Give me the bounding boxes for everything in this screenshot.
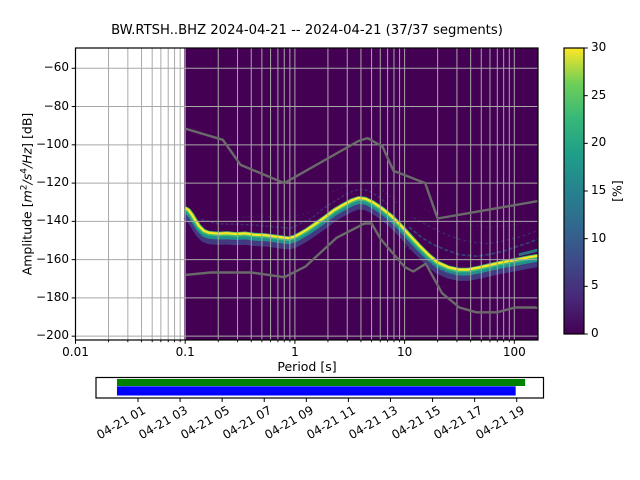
x-tick-label: 0.1 bbox=[175, 345, 195, 359]
ppsd-band-teal bbox=[184, 199, 539, 276]
nhnm-curve bbox=[184, 127, 539, 220]
colorbar-tick-label: 15 bbox=[591, 183, 607, 197]
x-axis-label: Period [s] bbox=[277, 359, 337, 374]
y-tick-label: −80 bbox=[43, 98, 69, 113]
plot-frame bbox=[74, 47, 539, 341]
x-tick-label: 100 bbox=[502, 345, 526, 359]
colorbar-tick-label: 30 bbox=[591, 40, 607, 54]
nlnm-curve bbox=[185, 222, 539, 314]
y-tick-label: −180 bbox=[36, 289, 69, 304]
colorbar-tick-label: 10 bbox=[591, 230, 607, 245]
colorbar-tick-label: 5 bbox=[591, 278, 599, 293]
y-tick-label: −100 bbox=[36, 136, 69, 151]
colorbar-tick-label: 25 bbox=[591, 87, 607, 102]
y-tick-label: −120 bbox=[36, 175, 69, 190]
x-tick-label: 1 bbox=[291, 345, 299, 359]
y-tick-label: −60 bbox=[43, 60, 69, 75]
ppsd-spread-fan-blue-outer bbox=[423, 208, 539, 229]
colorbar-tick-label: 0 bbox=[591, 326, 599, 340]
y-tick-label: −140 bbox=[36, 213, 69, 228]
ylabel-math-m: m bbox=[19, 190, 35, 203]
ylabel-math-hz: /Hz bbox=[19, 147, 35, 168]
ppsd-band-halo-blue bbox=[183, 202, 539, 281]
ppsd-spread-fan-teal-long-period bbox=[408, 226, 539, 258]
colorbar-tick-label: 20 bbox=[591, 135, 607, 150]
ppsd-spread-upper-fringe-short-period bbox=[200, 188, 389, 230]
ppsd-band-mode-yellow bbox=[184, 196, 539, 271]
ppsd-spread-fan-blue-mid bbox=[412, 216, 539, 245]
plot-title: BW.RTSH..BHZ 2024-04-21 -- 2024-04-21 (3… bbox=[111, 23, 503, 38]
ylabel-exp-4: 4 bbox=[19, 168, 30, 174]
timeline-blue-bar bbox=[116, 386, 516, 396]
ppsd-spread-lower-fringe-long-period bbox=[404, 244, 539, 278]
colorbar-label: [%] bbox=[609, 180, 625, 202]
ppsd-spread-teal-right-edge bbox=[518, 248, 539, 257]
y-tick-label: −160 bbox=[36, 251, 69, 266]
colorbar-gradient bbox=[564, 48, 584, 334]
x-tick-label: 10 bbox=[396, 345, 413, 359]
y-tick-label: −200 bbox=[36, 328, 69, 343]
x-tick-label: 0.01 bbox=[62, 345, 89, 359]
timeline-green-bar bbox=[116, 379, 526, 386]
